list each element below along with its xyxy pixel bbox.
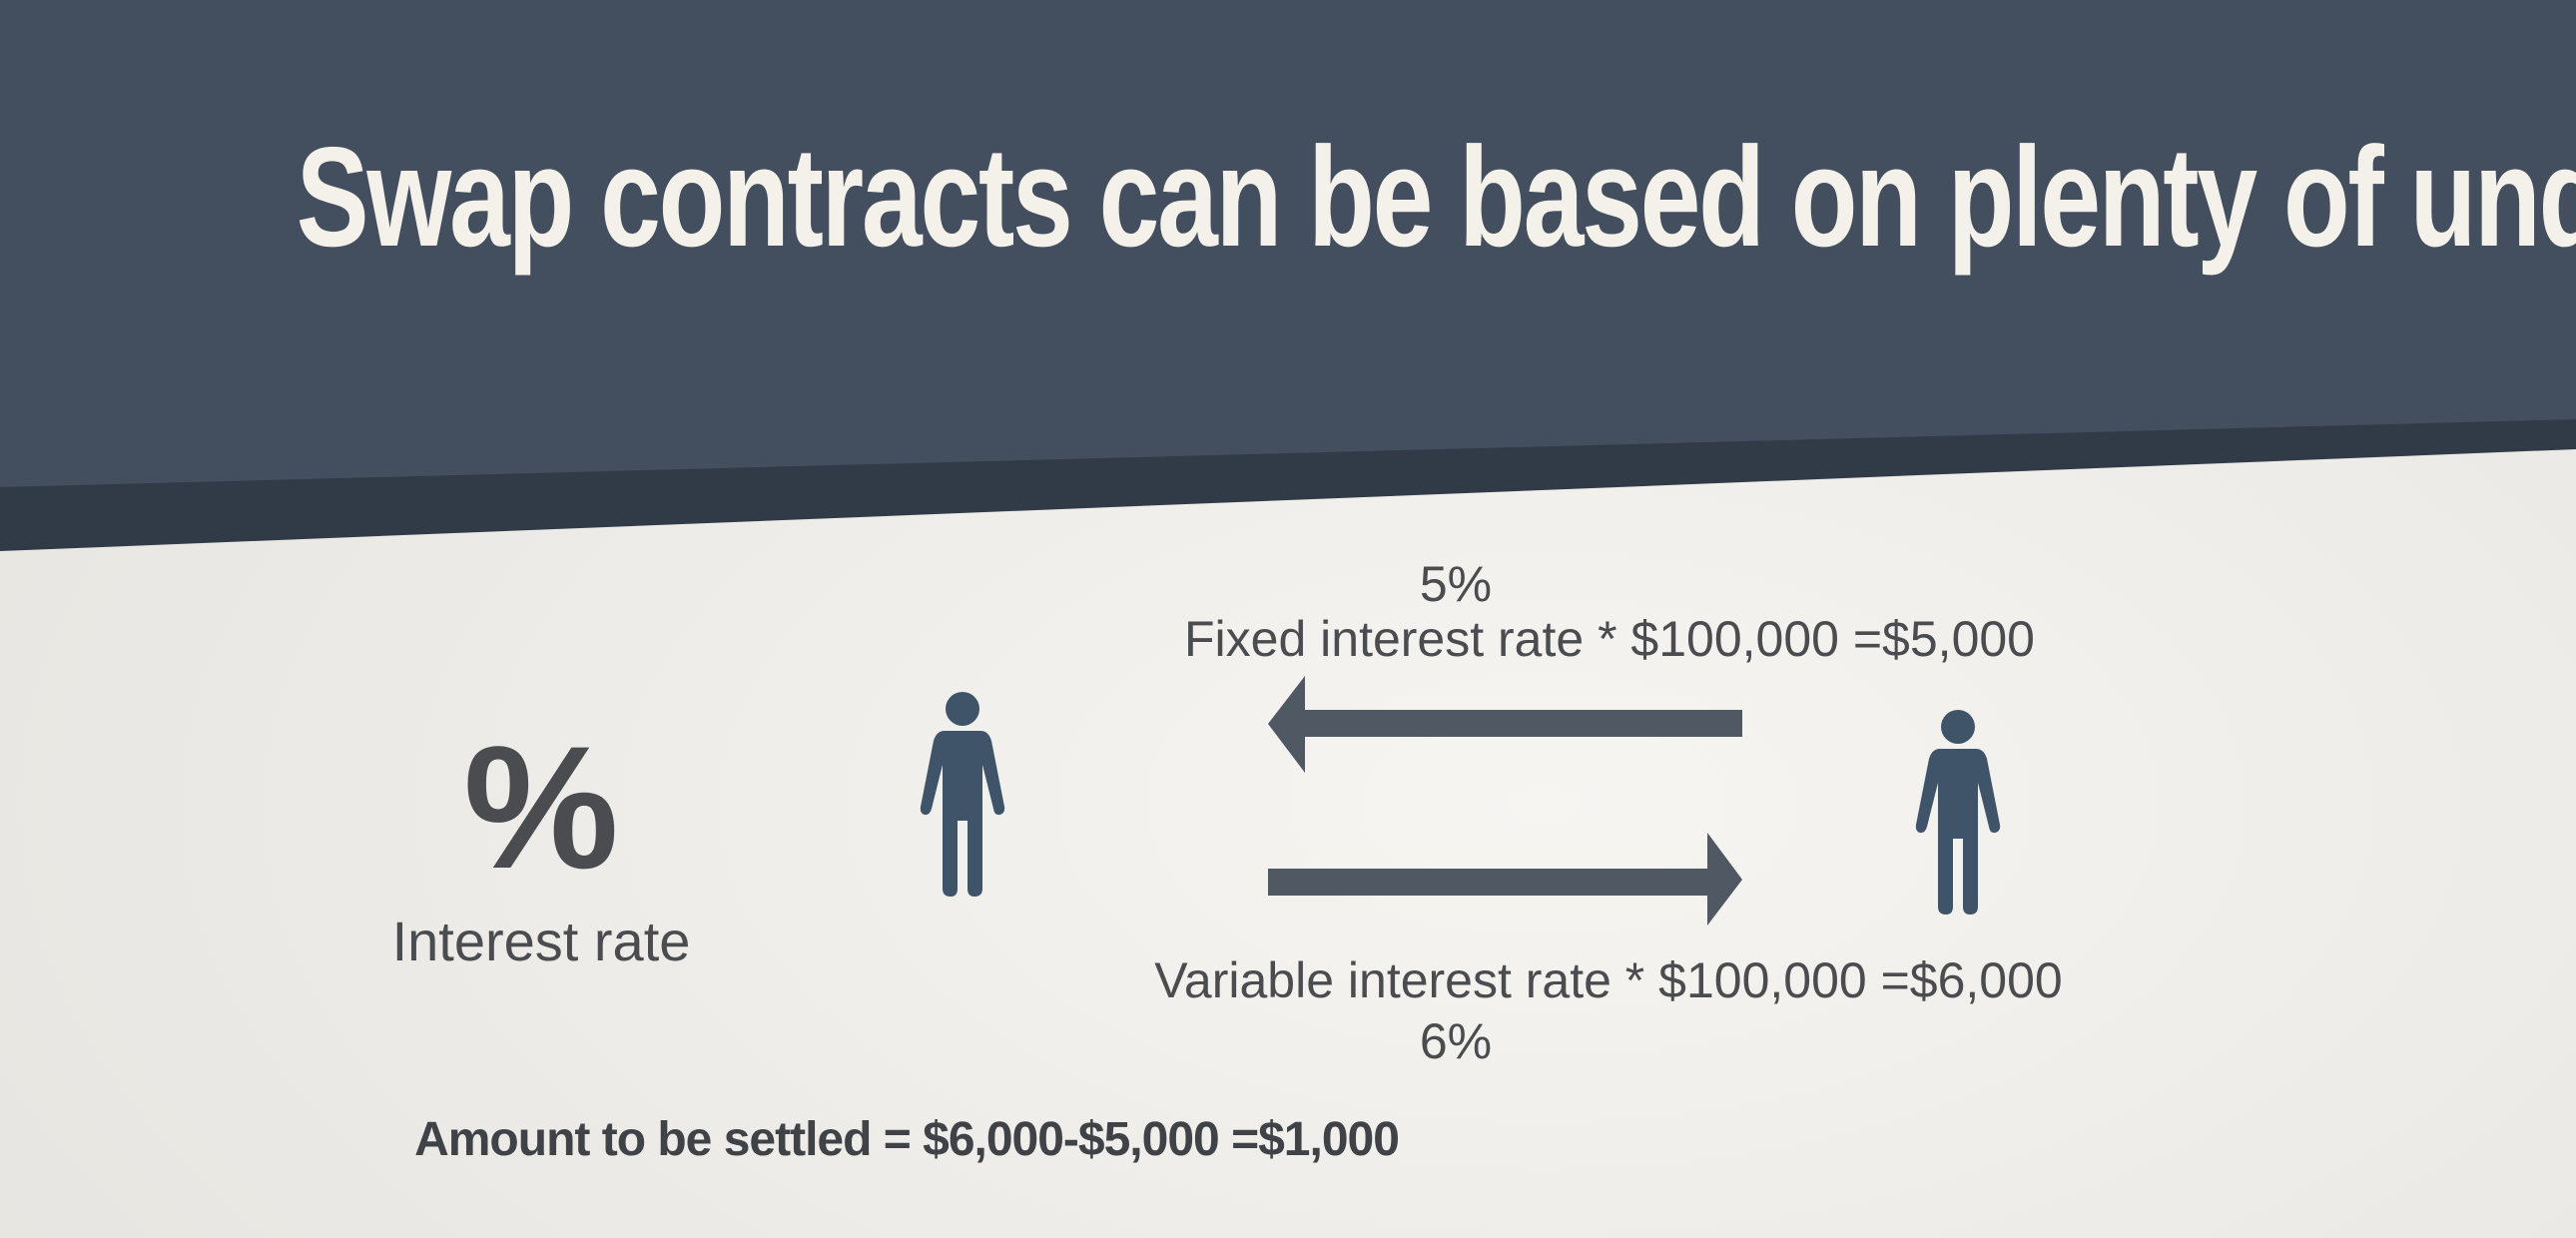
- asset-label: Interest rate: [391, 910, 691, 972]
- arrow-left-icon: [1268, 676, 1742, 773]
- percent-icon: %: [463, 711, 619, 906]
- fixed-rate-value: 5%: [1419, 556, 1493, 612]
- variable-rate-formula: Variable interest rate * $100,000 =$6,00…: [1154, 952, 2063, 1008]
- header-banner: [0, 0, 2576, 551]
- banner-fill: [0, 0, 2576, 487]
- person-icon: [1915, 710, 2001, 915]
- slide-title: Swap contracts can be based on plenty of…: [296, 118, 2576, 277]
- fixed-rate-formula: Fixed interest rate * $100,000 =$5,000: [1184, 611, 2035, 667]
- settlement-amount: Amount to be settled = $6,000-$5,000 =$1…: [414, 1113, 1400, 1166]
- arrow-right-icon: [1268, 833, 1742, 926]
- person-icon: [920, 692, 1005, 897]
- variable-rate-value: 6%: [1419, 1013, 1493, 1069]
